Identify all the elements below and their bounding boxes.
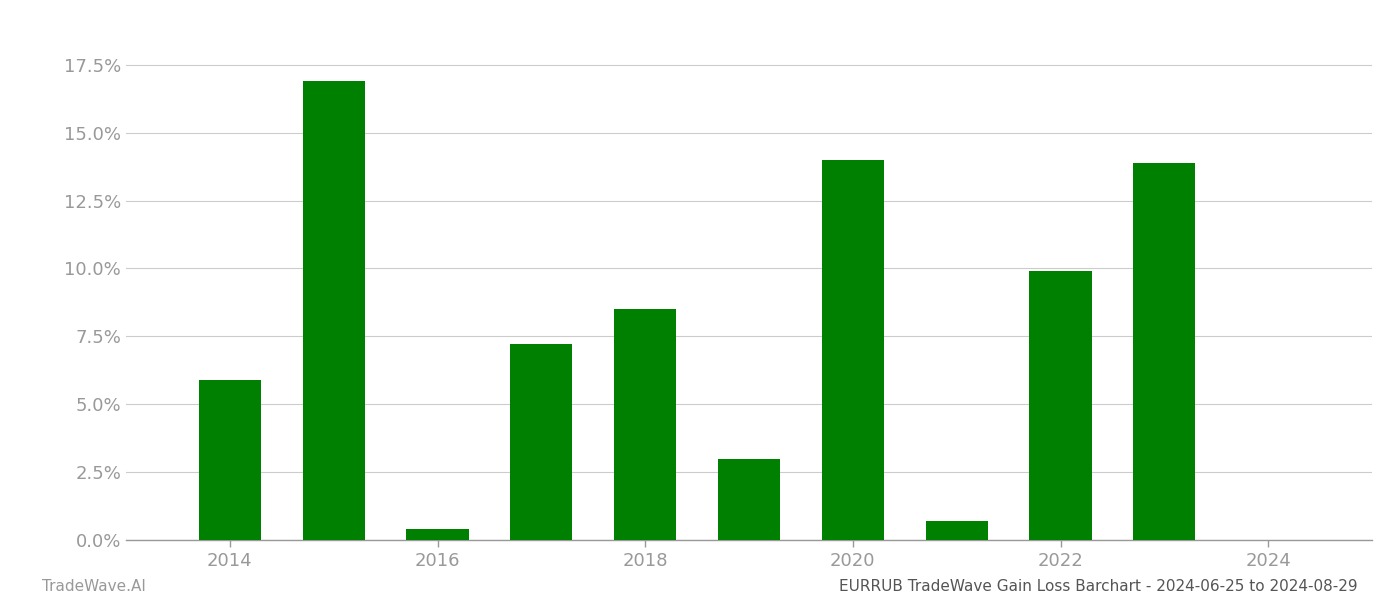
Text: TradeWave.AI: TradeWave.AI <box>42 579 146 594</box>
Bar <box>1133 163 1196 540</box>
Bar <box>925 521 988 540</box>
Bar <box>615 309 676 540</box>
Bar <box>718 458 780 540</box>
Bar <box>199 380 260 540</box>
Bar <box>822 160 883 540</box>
Bar <box>1029 271 1092 540</box>
Bar <box>302 81 365 540</box>
Bar <box>406 529 469 540</box>
Text: EURRUB TradeWave Gain Loss Barchart - 2024-06-25 to 2024-08-29: EURRUB TradeWave Gain Loss Barchart - 20… <box>840 579 1358 594</box>
Bar <box>510 344 573 540</box>
